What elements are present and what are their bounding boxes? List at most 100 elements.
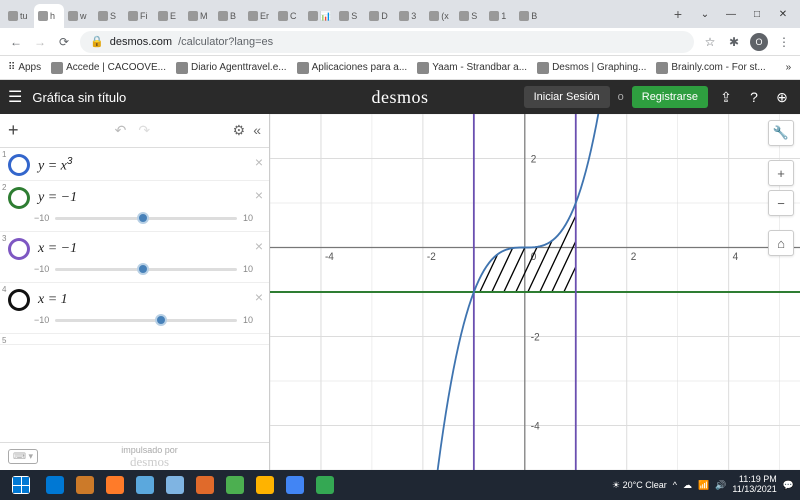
expression-color-icon[interactable] bbox=[8, 289, 30, 311]
help-icon[interactable]: ? bbox=[744, 89, 764, 105]
taskbar-app[interactable] bbox=[130, 473, 160, 497]
browser-tab[interactable]: 3 bbox=[395, 4, 425, 28]
menu-dots-icon[interactable]: ⋮ bbox=[776, 34, 792, 50]
weather-widget[interactable]: ☀ 20°C Clear bbox=[612, 480, 667, 491]
graph-title[interactable]: Gráfica sin título bbox=[32, 90, 126, 105]
slider[interactable]: −10 10 bbox=[4, 260, 261, 278]
browser-tab[interactable]: C bbox=[274, 4, 304, 28]
expression-math[interactable]: x = 1 bbox=[38, 292, 68, 308]
settings-gear-icon[interactable]: ⚙ bbox=[233, 122, 246, 139]
reload-button[interactable]: ⟳ bbox=[56, 34, 72, 50]
browser-tab[interactable]: E bbox=[154, 4, 184, 28]
taskbar-app[interactable] bbox=[160, 473, 190, 497]
delete-expression-button[interactable]: × bbox=[255, 238, 263, 254]
share-icon[interactable]: ⇪ bbox=[716, 89, 736, 106]
bookmark-item[interactable]: Aplicaciones para a... bbox=[297, 62, 408, 74]
slider[interactable]: −10 10 bbox=[4, 209, 261, 227]
new-tab-button[interactable]: + bbox=[668, 6, 688, 22]
delete-expression-button[interactable]: × bbox=[255, 154, 263, 170]
browser-tab[interactable]: D bbox=[365, 4, 395, 28]
taskbar-app[interactable] bbox=[100, 473, 130, 497]
wifi-icon[interactable]: 📶 bbox=[698, 480, 709, 491]
notifications-icon[interactable]: 💬 bbox=[783, 480, 794, 491]
taskbar-app[interactable] bbox=[190, 473, 220, 497]
browser-tab[interactable]: h bbox=[34, 4, 64, 28]
start-button[interactable] bbox=[6, 473, 36, 497]
bookmark-item[interactable]: Brainly.com - For st... bbox=[656, 62, 765, 74]
volume-icon[interactable]: 🔊 bbox=[715, 480, 726, 491]
browser-tab[interactable]: 1 bbox=[485, 4, 515, 28]
globe-icon[interactable]: ⊕ bbox=[772, 89, 792, 106]
zoom-out-button[interactable]: − bbox=[768, 190, 794, 216]
maximize-button[interactable]: □ bbox=[750, 9, 764, 20]
browser-tab[interactable]: Fi bbox=[124, 4, 154, 28]
taskbar-app[interactable] bbox=[40, 473, 70, 497]
delete-expression-button[interactable]: × bbox=[255, 289, 263, 305]
expression-math[interactable]: x = −1 bbox=[38, 241, 77, 257]
hamburger-icon[interactable]: ☰ bbox=[8, 87, 22, 107]
browser-tab[interactable]: S bbox=[335, 4, 365, 28]
expression-row[interactable]: 5 bbox=[0, 334, 269, 345]
star-icon[interactable]: ☆ bbox=[702, 34, 718, 50]
delete-expression-button[interactable]: × bbox=[255, 187, 263, 203]
url-input[interactable]: 🔒 desmos.com/calculator?lang=es bbox=[80, 31, 694, 53]
register-button[interactable]: Registrarse bbox=[632, 86, 708, 108]
taskbar-app[interactable] bbox=[310, 473, 340, 497]
browser-tab[interactable]: S bbox=[455, 4, 485, 28]
bookmark-item[interactable]: Diario Agenttravel.e... bbox=[176, 62, 287, 74]
slider-track[interactable] bbox=[55, 217, 237, 220]
expression-color-icon[interactable] bbox=[8, 238, 30, 260]
back-button[interactable]: ← bbox=[8, 34, 24, 50]
close-window-button[interactable]: ✕ bbox=[776, 9, 790, 20]
taskbar-app[interactable] bbox=[70, 473, 100, 497]
bookmark-item[interactable]: Desmos | Graphing... bbox=[537, 62, 646, 74]
slider-track[interactable] bbox=[55, 319, 237, 322]
taskbar-app[interactable] bbox=[280, 473, 310, 497]
expression-color-icon[interactable] bbox=[8, 154, 30, 176]
zoom-in-button[interactable]: + bbox=[768, 160, 794, 186]
bookmark-item[interactable]: Yaam - Strandbar a... bbox=[417, 62, 527, 74]
slider-track[interactable] bbox=[55, 268, 237, 271]
browser-tab[interactable]: S bbox=[94, 4, 124, 28]
bookmark-item[interactable]: Accede | CACOOVE... bbox=[51, 62, 166, 74]
onedrive-icon[interactable]: ☁ bbox=[683, 480, 692, 491]
browser-tab[interactable]: B bbox=[214, 4, 244, 28]
home-button[interactable]: ⌂ bbox=[768, 230, 794, 256]
browser-tab[interactable]: Er bbox=[244, 4, 274, 28]
browser-tab[interactable]: (x bbox=[425, 4, 455, 28]
browser-tab[interactable]: M bbox=[184, 4, 214, 28]
extension-icon[interactable]: ✱ bbox=[726, 34, 742, 50]
slider-thumb[interactable] bbox=[137, 263, 149, 275]
browser-tab[interactable]: B bbox=[515, 4, 545, 28]
expression-math[interactable]: y = −1 bbox=[38, 190, 77, 206]
slider-thumb[interactable] bbox=[137, 212, 149, 224]
undo-button[interactable]: ↶ bbox=[115, 122, 127, 139]
expression-row[interactable]: 3 × x = −1 −10 10 bbox=[0, 232, 269, 283]
chevron-down-icon[interactable]: ⌄ bbox=[698, 9, 712, 20]
expression-math[interactable]: y = x3 bbox=[38, 156, 72, 175]
clock[interactable]: 11:19 PM 11/13/2021 bbox=[732, 475, 776, 495]
browser-tab[interactable]: 📊 bbox=[304, 4, 335, 28]
bookmarks-overflow[interactable]: » bbox=[786, 62, 792, 73]
browser-tab[interactable]: w bbox=[64, 4, 94, 28]
wrench-icon[interactable]: 🔧 bbox=[768, 120, 794, 146]
expression-row[interactable]: 4 × x = 1 −10 10 bbox=[0, 283, 269, 334]
login-button[interactable]: Iniciar Sesión bbox=[524, 86, 610, 108]
browser-tab[interactable]: tu bbox=[4, 4, 34, 28]
expression-row[interactable]: 2 × y = −1 −10 10 bbox=[0, 181, 269, 232]
slider-thumb[interactable] bbox=[155, 314, 167, 326]
taskbar-app[interactable] bbox=[250, 473, 280, 497]
apps-shortcut[interactable]: ⠿Apps bbox=[8, 62, 41, 73]
graph-canvas[interactable]: -4-224-4-220 bbox=[270, 114, 800, 470]
taskbar-app[interactable] bbox=[220, 473, 250, 497]
keyboard-toggle-button[interactable]: ⌨ ▾ bbox=[8, 449, 38, 464]
tray-chevron-icon[interactable]: ^ bbox=[673, 480, 677, 490]
redo-button[interactable]: ↷ bbox=[138, 122, 150, 139]
profile-avatar[interactable]: O bbox=[750, 33, 768, 51]
minimize-button[interactable]: — bbox=[724, 9, 738, 20]
graph-area[interactable]: -4-224-4-220 🔧 + − ⌂ bbox=[270, 114, 800, 470]
slider[interactable]: −10 10 bbox=[4, 311, 261, 329]
add-expression-button[interactable]: + bbox=[8, 120, 32, 141]
forward-button[interactable]: → bbox=[32, 34, 48, 50]
expression-color-icon[interactable] bbox=[8, 187, 30, 209]
